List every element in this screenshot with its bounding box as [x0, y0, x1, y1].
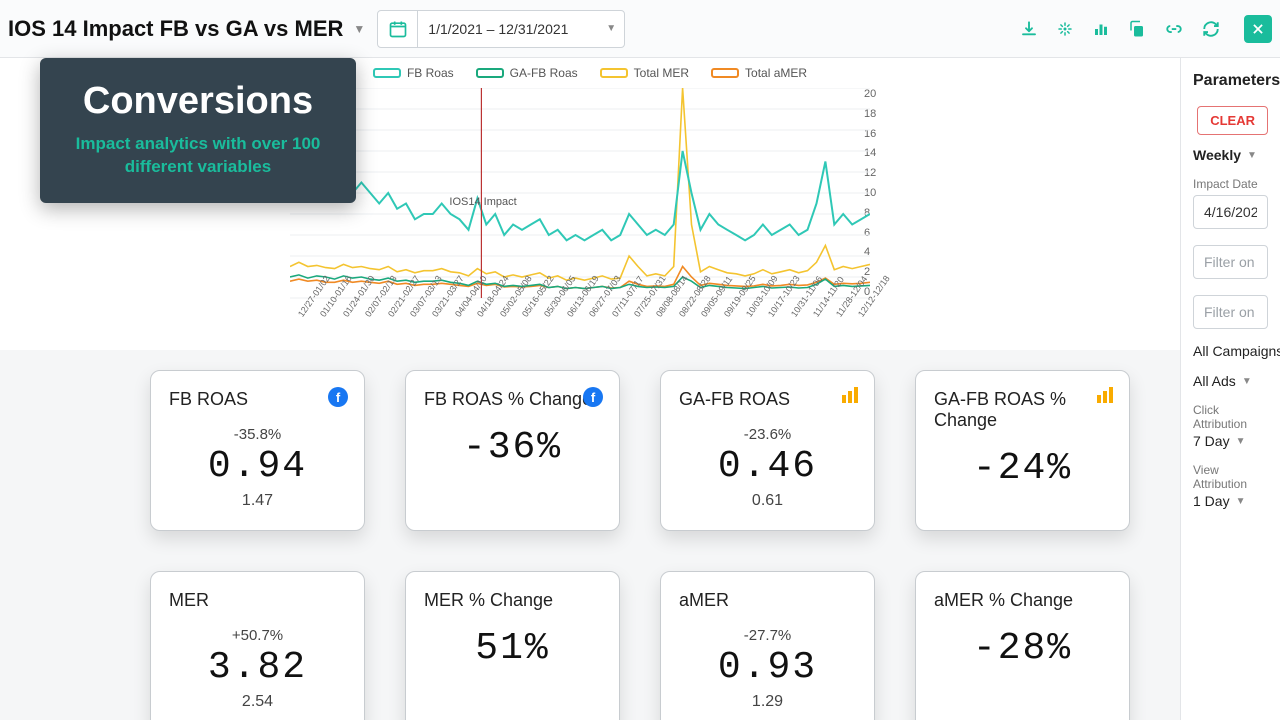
card-title: MER % Change	[424, 590, 601, 611]
legend-item[interactable]: Total MER	[600, 66, 689, 80]
chevron-down-icon: ▼	[353, 22, 365, 36]
impact-annotation: IOS14 Impact	[449, 196, 516, 208]
date-range-input[interactable]	[418, 11, 598, 47]
metric-baseline: 0.61	[679, 492, 856, 510]
chevron-down-icon: ▼	[1236, 496, 1246, 507]
kpi-card[interactable]: MER +50.7% 3.82 2.54	[150, 571, 365, 720]
download-icon[interactable]	[1020, 20, 1038, 38]
card-title: GA-FB ROAS	[679, 389, 856, 410]
link-icon[interactable]	[1164, 20, 1184, 38]
metric-value: 0.46	[679, 445, 856, 488]
legend-item[interactable]: FB Roas	[373, 66, 454, 80]
metric-value: -24%	[934, 447, 1111, 490]
metric-delta: +50.7%	[169, 627, 346, 644]
card-title: FB ROAS % Change	[424, 389, 601, 410]
card-title: FB ROAS	[169, 389, 346, 410]
kpi-card[interactable]: FB ROAS % Change f -36%	[405, 370, 620, 531]
close-button[interactable]	[1244, 15, 1272, 43]
parameters-panel: Parameters CLEAR Weekly▼ Impact Date All…	[1180, 58, 1280, 720]
refresh-icon[interactable]	[1202, 20, 1220, 38]
top-bar: IOS 14 Impact FB vs GA vs MER ▼ ▼	[0, 0, 1280, 58]
toolbar-icons	[1020, 15, 1272, 43]
period-select[interactable]: Weekly▼	[1193, 147, 1268, 163]
legend-item[interactable]: GA-FB Roas	[476, 66, 578, 80]
click-attr-select[interactable]: 7 Day▼	[1193, 433, 1268, 449]
facebook-icon: f	[328, 387, 348, 407]
analytics-icon	[842, 387, 858, 403]
report-title-dropdown[interactable]: IOS 14 Impact FB vs GA vs MER ▼	[8, 16, 365, 42]
analytics-icon	[1097, 387, 1113, 403]
all-campaigns-select[interactable]: All Campaigns▼	[1193, 343, 1268, 359]
calendar-icon[interactable]	[378, 11, 418, 47]
kpi-card[interactable]: MER % Change 51%	[405, 571, 620, 720]
impact-date-input[interactable]	[1193, 195, 1268, 229]
report-title: IOS 14 Impact FB vs GA vs MER	[8, 16, 343, 42]
date-range-picker[interactable]: ▼	[377, 10, 625, 48]
kpi-card[interactable]: aMER % Change -28%	[915, 571, 1130, 720]
kpi-grid: FB ROAS f -35.8% 0.94 1.47FB ROAS % Chan…	[150, 370, 1170, 720]
card-title: aMER % Change	[934, 590, 1111, 611]
card-title: aMER	[679, 590, 856, 611]
impact-date-label: Impact Date	[1193, 177, 1268, 191]
copy-icon[interactable]	[1128, 20, 1146, 38]
sparkle-icon[interactable]	[1056, 20, 1074, 38]
metric-delta: -27.7%	[679, 627, 856, 644]
click-attr-label: Click Attribution	[1193, 403, 1268, 431]
filter-campaign-input[interactable]	[1193, 245, 1268, 279]
metric-baseline: 2.54	[169, 693, 346, 711]
metric-value: 51%	[424, 627, 601, 670]
kpi-card[interactable]: GA-FB ROAS % Change -24%	[915, 370, 1130, 531]
all-ads-select[interactable]: All Ads▼	[1193, 373, 1268, 389]
overlay-subtitle: Impact analytics with over 100 different…	[58, 133, 338, 179]
filter-ad-input[interactable]	[1193, 295, 1268, 329]
kpi-card[interactable]: GA-FB ROAS -23.6% 0.46 0.61	[660, 370, 875, 531]
metric-baseline: 1.47	[169, 492, 346, 510]
metric-value: -36%	[424, 426, 601, 469]
clear-button[interactable]: CLEAR	[1197, 106, 1268, 135]
card-title: GA-FB ROAS % Change	[934, 389, 1111, 431]
chevron-down-icon: ▼	[1242, 376, 1252, 387]
kpi-card[interactable]: FB ROAS f -35.8% 0.94 1.47	[150, 370, 365, 531]
overlay-title: Conversions	[58, 80, 338, 123]
metric-value: 0.93	[679, 646, 856, 689]
metric-delta: -23.6%	[679, 426, 856, 443]
metric-value: 3.82	[169, 646, 346, 689]
card-title: MER	[169, 590, 346, 611]
metric-value: -28%	[934, 627, 1111, 670]
line-chart[interactable]	[290, 88, 870, 308]
metric-baseline: 1.29	[679, 693, 856, 711]
chevron-down-icon: ▼	[1247, 150, 1257, 161]
chevron-down-icon: ▼	[598, 23, 624, 34]
facebook-icon: f	[583, 387, 603, 407]
legend-item[interactable]: Total aMER	[711, 66, 807, 80]
metric-delta: -35.8%	[169, 426, 346, 443]
view-attr-select[interactable]: 1 Day▼	[1193, 493, 1268, 509]
metric-value: 0.94	[169, 445, 346, 488]
chevron-down-icon: ▼	[1236, 436, 1246, 447]
kpi-card[interactable]: aMER -27.7% 0.93 1.29	[660, 571, 875, 720]
bar-chart-icon[interactable]	[1092, 20, 1110, 38]
x-axis-labels: 12/27-01/0201/10-01/1601/24-01/3002/07-0…	[290, 303, 870, 353]
overlay-callout: Conversions Impact analytics with over 1…	[40, 58, 356, 203]
view-attr-label: View Attribution	[1193, 463, 1268, 491]
parameters-heading: Parameters	[1193, 72, 1268, 90]
